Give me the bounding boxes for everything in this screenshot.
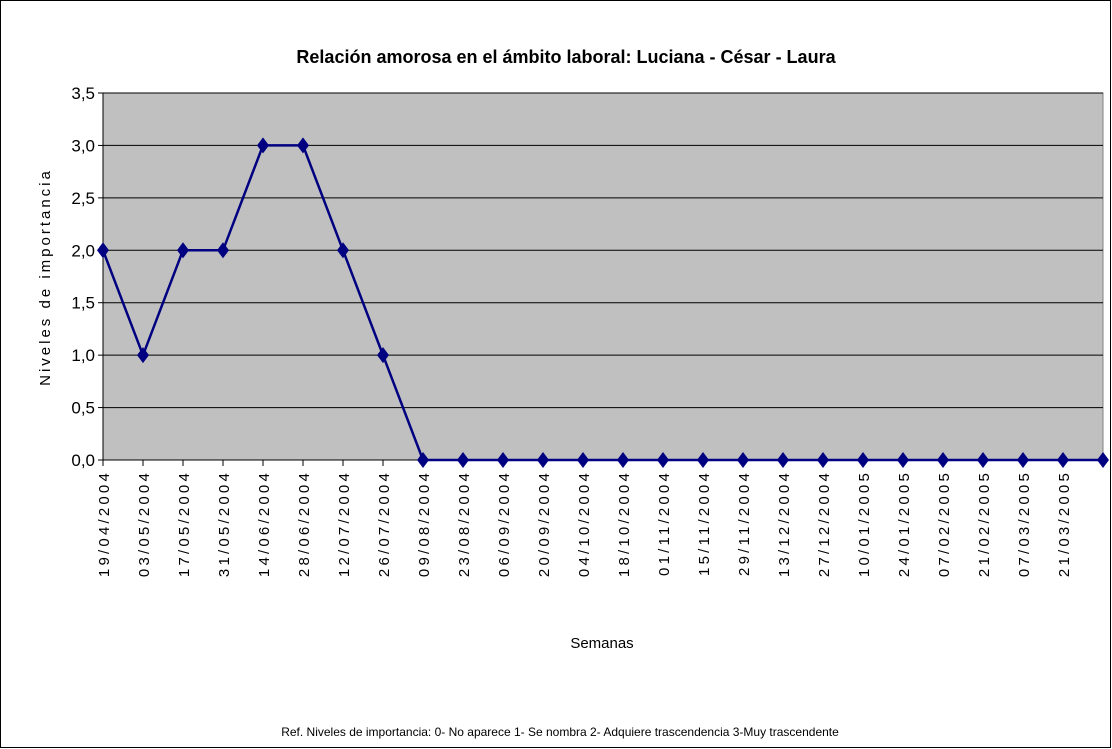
data-point [1057, 452, 1069, 468]
x-tick-label: 06/09/2004 [496, 470, 513, 577]
data-point [537, 452, 549, 468]
data-point [937, 452, 949, 468]
x-tick-label: 19/04/2004 [96, 470, 113, 577]
x-tick-label: 23/08/2004 [456, 470, 473, 577]
x-tick-label: 26/07/2004 [376, 470, 393, 577]
x-tick-label: 20/09/2004 [536, 470, 553, 577]
data-point [497, 452, 509, 468]
y-tick-label: 1,5 [71, 294, 95, 313]
x-tick-label: 21/03/2005 [1056, 470, 1073, 577]
data-point [897, 452, 909, 468]
data-point [617, 452, 629, 468]
x-tick-label: 27/12/2004 [816, 470, 833, 577]
x-tick-label: 03/05/2004 [136, 470, 153, 577]
data-point [217, 242, 229, 259]
x-tick-label: 18/10/2004 [616, 470, 633, 577]
x-tick-label: 07/03/2005 [1016, 470, 1033, 577]
y-tick-label: 0,0 [71, 451, 95, 470]
data-point [977, 452, 989, 468]
y-tick-label: 3,5 [71, 84, 95, 103]
data-point [297, 137, 309, 154]
data-point [137, 347, 149, 364]
data-point [577, 452, 589, 468]
data-point [177, 242, 189, 259]
data-point [737, 452, 749, 468]
x-tick-label: 28/06/2004 [296, 470, 313, 577]
y-tick-label: 3,0 [71, 136, 95, 155]
data-point [97, 242, 109, 259]
data-point [377, 347, 389, 364]
x-tick-label: 17/05/2004 [176, 470, 193, 577]
x-tick-label: 10/01/2005 [856, 470, 873, 577]
x-tick-label: 14/06/2004 [256, 470, 273, 577]
data-point [257, 137, 269, 154]
footnote: Ref. Niveles de importancia: 0- No apare… [281, 725, 839, 739]
y-tick-label: 1,0 [71, 346, 95, 365]
x-tick-label: 31/05/2004 [216, 470, 233, 577]
y-tick-label: 2,5 [71, 189, 95, 208]
x-tick-label: 15/11/2004 [696, 470, 713, 576]
data-point [657, 452, 669, 468]
data-point [417, 452, 429, 468]
y-tick-label: 2,0 [71, 241, 95, 260]
x-tick-label: 12/07/2004 [336, 470, 353, 577]
x-tick-label: 24/01/2005 [896, 470, 913, 577]
data-point [337, 242, 349, 259]
data-point [1097, 452, 1109, 468]
x-tick-label: 04/10/2004 [576, 470, 593, 577]
data-point [457, 452, 469, 468]
y-tick-label: 0,5 [71, 399, 95, 418]
y-axis-label: Niveles de importancia [37, 168, 54, 386]
x-tick-label: 01/11/2004 [656, 470, 673, 576]
x-tick-label: 09/08/2004 [416, 470, 433, 577]
x-tick-label: 21/02/2005 [976, 470, 993, 577]
plot-area [102, 92, 1104, 461]
data-point [777, 452, 789, 468]
x-axis-label: Semanas [570, 635, 633, 652]
x-tick-label: 29/11/2004 [736, 470, 753, 576]
data-point [817, 452, 829, 468]
x-tick-label: 13/12/2004 [776, 470, 793, 577]
data-point [1017, 452, 1029, 468]
chart-title: Relación amorosa en el ámbito laboral: L… [296, 47, 836, 67]
x-tick-label: 07/02/2005 [936, 470, 953, 577]
data-point [857, 452, 869, 468]
data-line [101, 144, 1103, 462]
data-point [697, 452, 709, 468]
